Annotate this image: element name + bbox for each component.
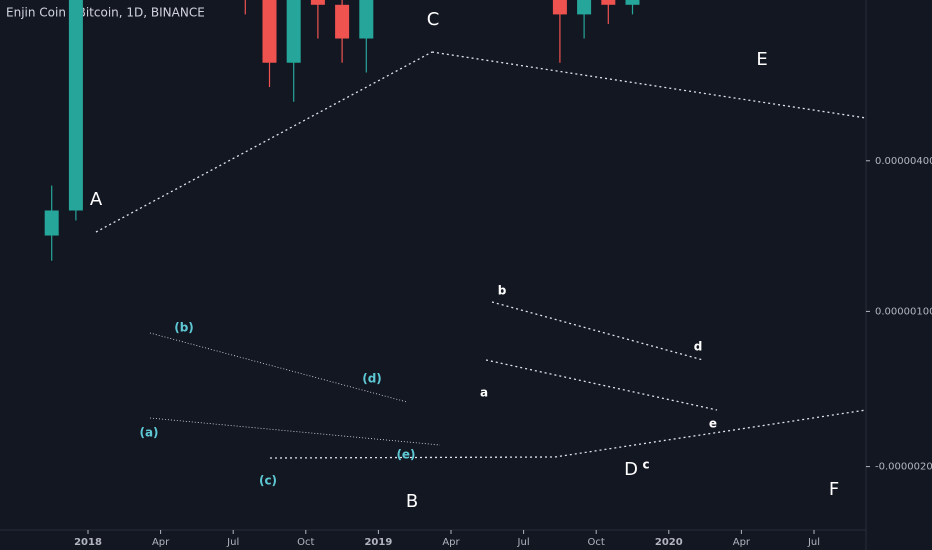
trendline	[431, 51, 867, 119]
x-tick-label: Apr	[152, 537, 170, 548]
candle-body	[359, 0, 374, 39]
y-tick-label: 0.00000400	[875, 156, 932, 167]
trendline	[491, 301, 704, 361]
trendline	[149, 332, 408, 403]
candle-body	[625, 0, 640, 5]
trendlines	[95, 51, 867, 459]
annotation: (b)	[174, 321, 194, 335]
annotation: b	[498, 284, 507, 298]
x-tick-label: 2020	[655, 537, 683, 548]
annotation: (a)	[139, 426, 158, 440]
x-tick-label: Oct	[588, 537, 605, 548]
annotation: a	[480, 386, 488, 400]
candle-body	[310, 0, 325, 5]
x-tick-label: Apr	[442, 537, 460, 548]
annotation: (e)	[396, 448, 415, 462]
chart-title: Enjin Coin / Bitcoin, 1D, BINANCE	[6, 6, 205, 20]
annotation: B	[406, 491, 418, 512]
x-tick-label: Jul	[517, 537, 530, 548]
annotation: c	[642, 458, 649, 472]
trendline	[485, 359, 718, 411]
x-tick-label: Oct	[297, 537, 314, 548]
y-tick-label: 0.00000100	[875, 306, 932, 317]
annotation: C	[427, 9, 440, 30]
x-tick-label: Jul	[807, 537, 820, 548]
candle-body	[68, 0, 83, 211]
y-tick-label: -0.00000200	[875, 462, 932, 473]
x-tick-label: 2018	[74, 537, 102, 548]
annotation: A	[90, 189, 103, 210]
candle-body	[577, 0, 592, 15]
x-tick-label: Apr	[733, 537, 751, 548]
candle-body	[601, 0, 616, 5]
annotation: (c)	[259, 474, 277, 488]
trendline	[95, 51, 433, 233]
annotation: (d)	[362, 372, 382, 386]
candle-body	[262, 0, 277, 63]
annotation: d	[694, 340, 703, 354]
candle-body	[44, 210, 59, 236]
trendline	[149, 417, 441, 446]
annotation: F	[829, 479, 839, 500]
candle-body	[552, 0, 567, 15]
x-tick-label: 2019	[364, 537, 392, 548]
annotation: D	[624, 459, 638, 480]
annotation: E	[756, 49, 767, 70]
x-tick-label: Jul	[226, 537, 239, 548]
annotation: e	[709, 417, 717, 431]
candle-body	[335, 4, 350, 39]
candle-body	[286, 0, 301, 63]
